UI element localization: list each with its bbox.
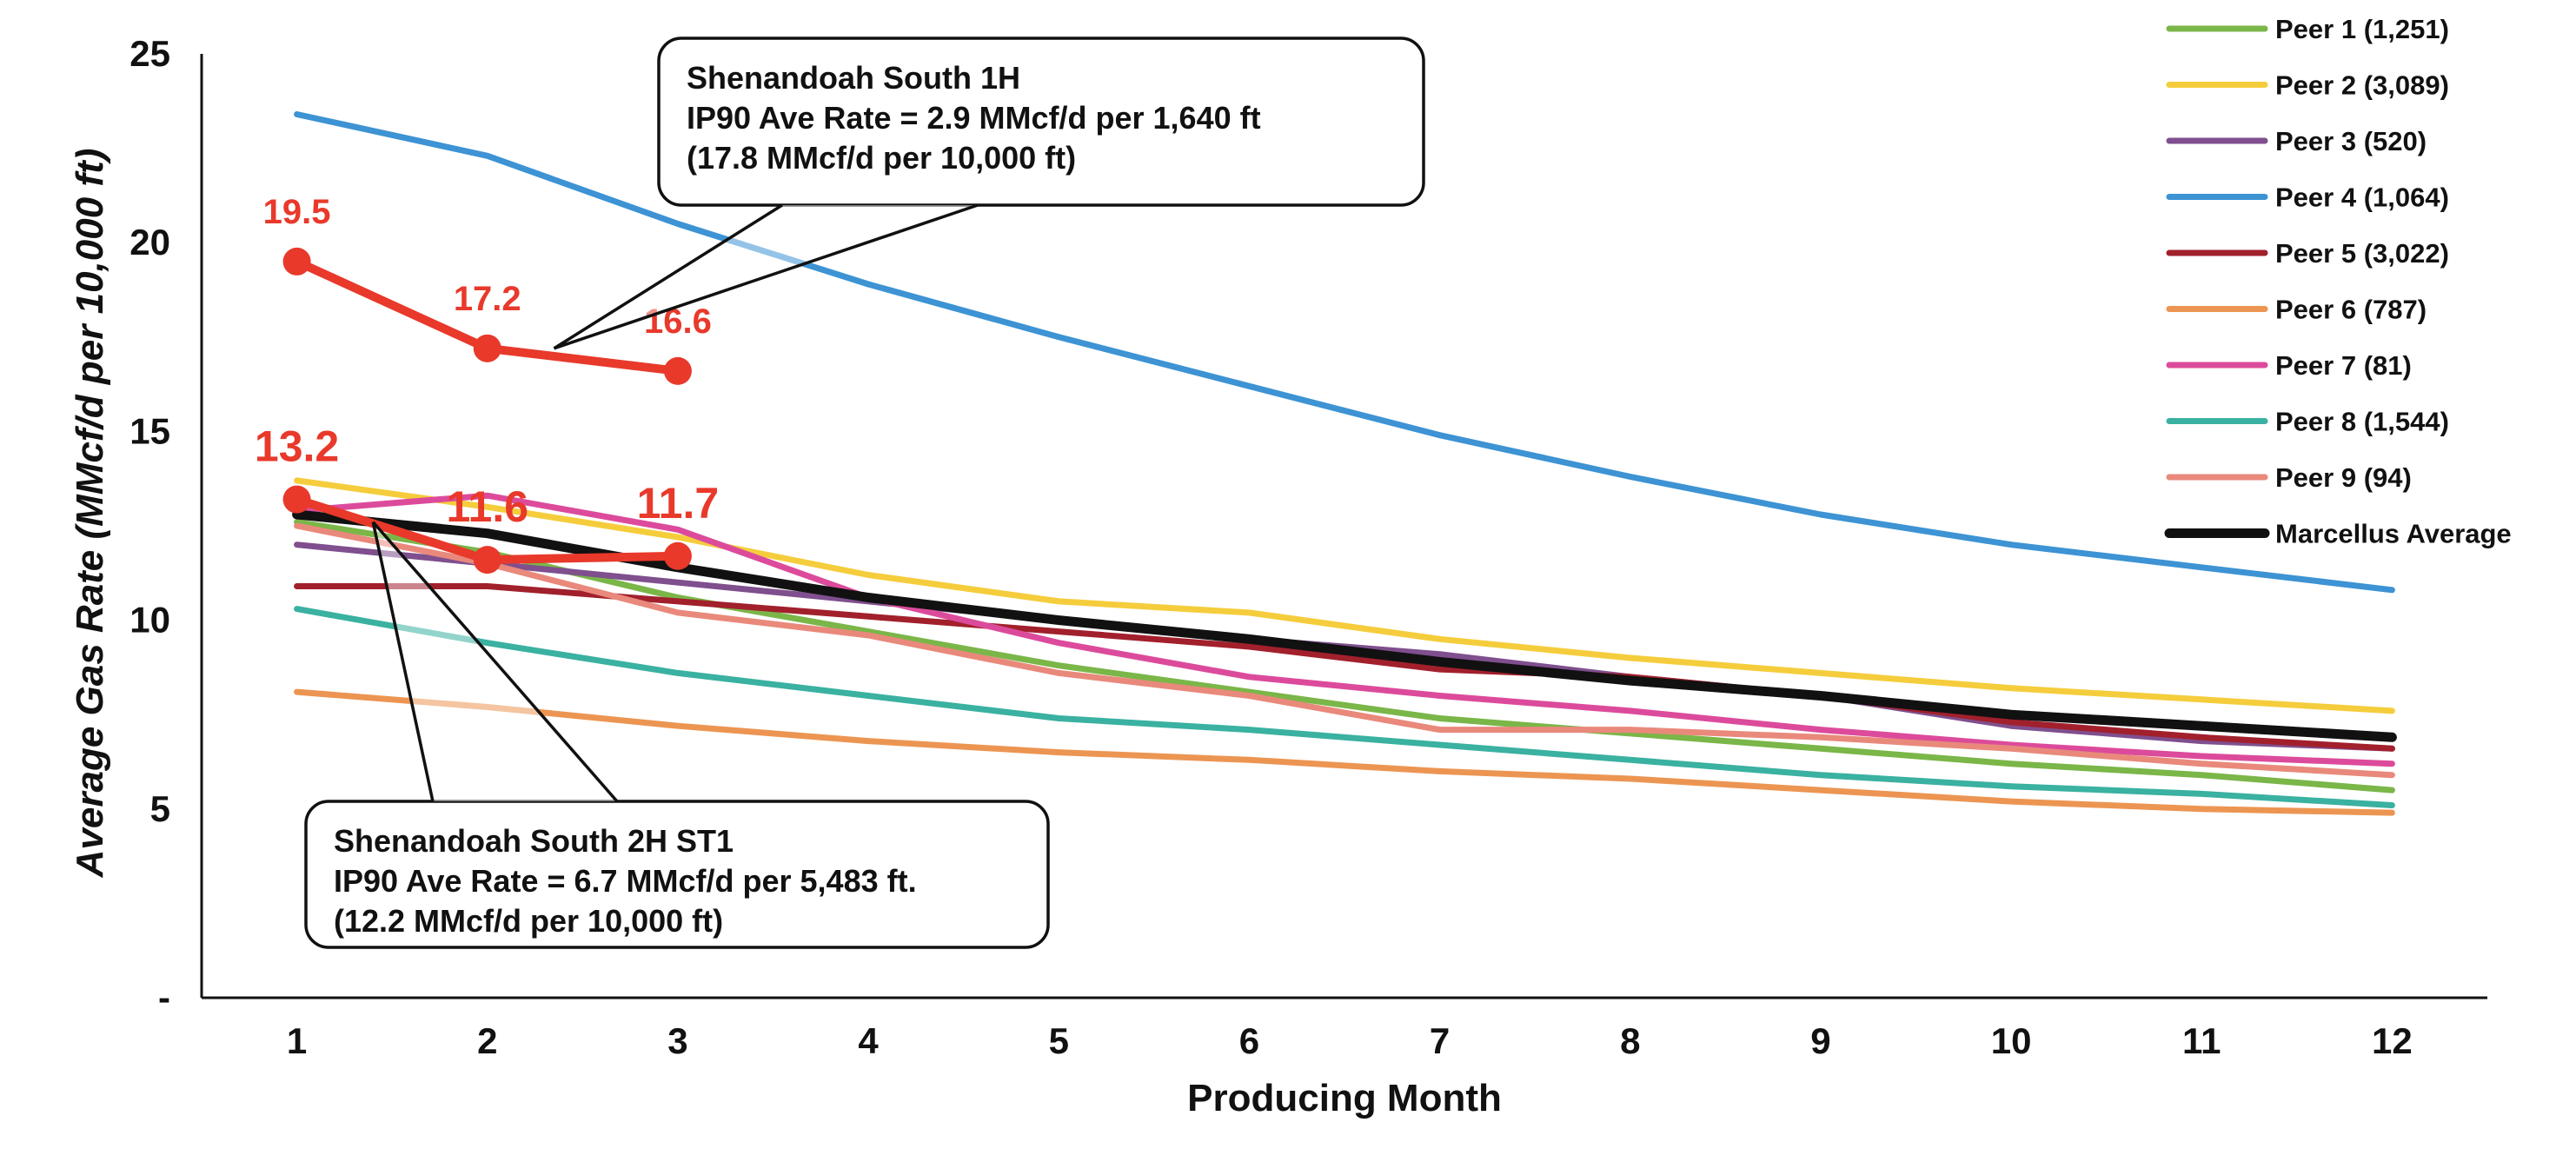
legend-label: Peer 3 (520) xyxy=(2275,126,2427,156)
data-label: 16.6 xyxy=(644,302,712,341)
highlight-point xyxy=(663,356,692,385)
highlight-point xyxy=(282,247,311,276)
series-line-8 xyxy=(294,606,2395,808)
axes xyxy=(200,54,2487,1000)
x-tick-label: 7 xyxy=(1430,1020,1450,1061)
series-line-5 xyxy=(294,583,2395,752)
x-tick-label: 6 xyxy=(1239,1020,1259,1061)
series-line-10 xyxy=(292,509,2397,742)
callout-text-line: IP90 Ave Rate = 2.9 MMcf/d per 1,640 ft xyxy=(687,100,1261,136)
highlight-point xyxy=(473,546,501,574)
legend-label: Peer 6 (787) xyxy=(2275,295,2427,325)
x-axis-title: Producing Month xyxy=(1187,1077,1502,1119)
callout-pointer-line xyxy=(371,521,435,802)
x-tick-label: 5 xyxy=(1049,1020,1069,1061)
data-label: 11.7 xyxy=(637,479,720,528)
series-line-9 xyxy=(294,522,2395,779)
callout-text-line: (12.2 MMcf/d per 10,000 ft) xyxy=(334,903,723,939)
legend-label: Peer 4 (1,064) xyxy=(2275,183,2449,213)
series-line-6 xyxy=(294,688,2395,816)
callouts-layer: Shenandoah South 1H IP90 Ave Rate = 2.9 M… xyxy=(304,37,1425,949)
highlight-point xyxy=(473,334,501,362)
highlight-point xyxy=(282,485,311,514)
callout-pointer-line xyxy=(371,521,619,803)
legend: Peer 1 (1,251) Peer 2 (3,089) Peer 3 (520)… xyxy=(2164,14,2512,549)
highlight-point xyxy=(663,541,692,570)
highlight-series-layer: 19.5 17.2 16.6 13.2 11.6 11.7 xyxy=(255,193,719,574)
callout-text-line: (17.8 MMcf/d per 10,000 ft) xyxy=(687,140,1076,176)
callout-text-line: Shenandoah South 1H xyxy=(687,60,1020,96)
callout-box xyxy=(304,800,1050,949)
x-tick-label: 12 xyxy=(2372,1020,2413,1061)
data-label: 17.2 xyxy=(454,280,521,318)
x-tick-label: 1 xyxy=(287,1020,307,1061)
series-line-2 xyxy=(294,477,2395,714)
data-label: 13.2 xyxy=(255,422,339,471)
callout-pointer-line xyxy=(553,203,979,350)
callout-text-line: Shenandoah South 2H ST1 xyxy=(334,823,734,859)
y-tick-label: 20 xyxy=(129,222,170,262)
x-tick-label: 11 xyxy=(2182,1020,2221,1061)
x-tick-label: 10 xyxy=(1991,1020,2032,1061)
series-line-7 xyxy=(294,492,2395,767)
callout-pointer-line xyxy=(553,203,783,350)
series-line-4 xyxy=(294,111,2395,594)
x-tick-label: 9 xyxy=(1810,1020,1830,1061)
series-lines-layer xyxy=(292,111,2397,816)
y-tick-label: 15 xyxy=(129,410,170,451)
y-tick-label: 5 xyxy=(150,788,170,829)
legend-label: Peer 1 (1,251) xyxy=(2275,14,2449,44)
x-tick-label: 3 xyxy=(667,1020,687,1061)
callout-box xyxy=(657,37,1425,207)
callout-text-line: IP90 Ave Rate = 6.7 MMcf/d per 5,483 ft. xyxy=(334,863,917,899)
legend-label: Peer 5 (3,022) xyxy=(2275,238,2449,269)
x-tick-label: 2 xyxy=(477,1020,497,1061)
y-tick-label: - xyxy=(158,977,170,1018)
legend-label: Peer 7 (81) xyxy=(2275,350,2412,381)
series-line-1 xyxy=(294,519,2395,794)
data-label: 19.5 xyxy=(263,193,331,231)
legend-label: Peer 2 (3,089) xyxy=(2275,70,2449,101)
legend-label: Peer 8 (1,544) xyxy=(2275,407,2449,437)
data-label: 11.6 xyxy=(446,482,528,531)
y-tick-label: 10 xyxy=(129,600,170,641)
y-tick-label: 25 xyxy=(129,33,170,74)
x-tick-label: 8 xyxy=(1620,1020,1640,1061)
legend-label: Peer 9 (94) xyxy=(2275,462,2412,493)
legend-label: Marcellus Average xyxy=(2275,519,2512,549)
y-axis-title: Average Gas Rate (MMcf/d per 10,000 ft) xyxy=(69,149,111,879)
x-tick-label: 4 xyxy=(858,1020,879,1061)
